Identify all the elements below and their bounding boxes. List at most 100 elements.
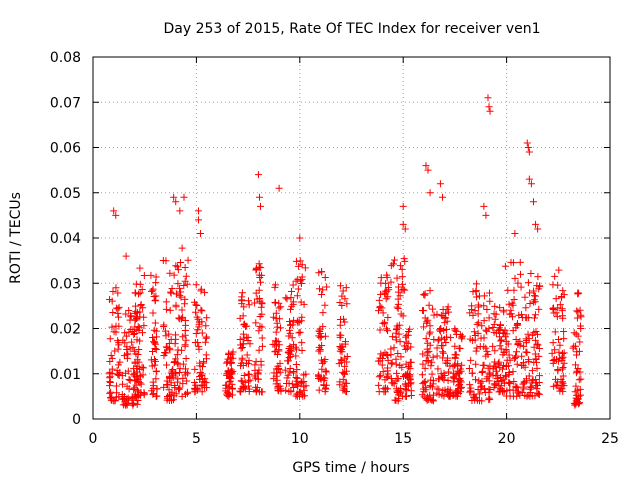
data-point <box>284 371 292 379</box>
data-point <box>181 317 189 325</box>
data-point <box>229 391 237 399</box>
data-point <box>501 262 509 270</box>
data-point <box>179 380 187 388</box>
data-point <box>425 330 433 338</box>
data-point <box>196 369 204 377</box>
data-point <box>558 307 566 315</box>
data-point <box>436 180 444 188</box>
data-point <box>418 391 426 399</box>
data-point <box>151 344 159 352</box>
data-point <box>533 282 541 290</box>
data-point <box>573 314 581 322</box>
data-point <box>428 370 436 378</box>
data-point <box>489 371 497 379</box>
data-point <box>165 391 173 399</box>
data-point <box>379 309 387 317</box>
data-point <box>336 331 344 339</box>
data-point <box>227 368 235 376</box>
data-point <box>132 280 140 288</box>
data-point <box>174 280 182 288</box>
data-point <box>511 274 519 282</box>
data-point <box>492 372 500 380</box>
data-point <box>532 355 540 363</box>
data-point <box>255 346 263 354</box>
data-point <box>201 289 209 297</box>
data-point <box>418 371 426 379</box>
data-point <box>112 304 120 312</box>
data-point <box>167 289 175 297</box>
data-point <box>203 355 211 363</box>
data-point <box>576 338 584 346</box>
data-point <box>393 322 401 330</box>
data-point <box>194 207 202 215</box>
data-point <box>316 327 324 335</box>
data-point <box>292 381 300 389</box>
data-point <box>275 341 283 349</box>
data-point <box>576 385 584 393</box>
data-point <box>560 349 568 357</box>
data-point <box>178 392 186 400</box>
data-point <box>193 384 201 392</box>
data-point <box>236 387 244 395</box>
data-point <box>520 342 528 350</box>
data-point <box>527 270 535 278</box>
data-point <box>136 264 144 272</box>
data-point <box>286 305 294 313</box>
data-point <box>399 220 407 228</box>
data-point <box>481 385 489 393</box>
data-point <box>275 299 283 307</box>
data-point <box>163 344 171 352</box>
data-point <box>238 354 246 362</box>
data-point <box>343 352 351 360</box>
data-point <box>521 363 529 371</box>
data-point <box>160 383 168 391</box>
data-point <box>573 396 581 404</box>
data-point <box>137 380 145 388</box>
data-point <box>527 384 535 392</box>
data-point <box>403 344 411 352</box>
data-point <box>444 368 452 376</box>
data-point <box>575 376 583 384</box>
data-point <box>384 327 392 335</box>
y-tick-label: 0.05 <box>50 186 81 202</box>
data-point <box>321 301 329 309</box>
data-point <box>107 388 115 396</box>
data-point <box>506 386 514 394</box>
data-point <box>317 356 325 364</box>
data-point <box>152 279 160 287</box>
data-point <box>439 374 447 382</box>
data-point <box>450 373 458 381</box>
data-point <box>398 273 406 281</box>
data-point <box>131 376 139 384</box>
data-point <box>468 369 476 377</box>
data-point <box>136 373 144 381</box>
data-point <box>497 337 505 345</box>
data-point <box>429 305 437 313</box>
data-point <box>572 361 580 369</box>
data-point <box>151 319 159 327</box>
data-point <box>423 319 431 327</box>
data-point <box>342 284 350 292</box>
data-point <box>292 352 300 360</box>
data-point <box>393 274 401 282</box>
data-point <box>491 347 499 355</box>
data-point <box>246 340 254 348</box>
data-point <box>429 396 437 404</box>
data-point <box>433 344 441 352</box>
data-point <box>522 339 530 347</box>
data-point <box>472 376 480 384</box>
data-point <box>237 388 245 396</box>
data-point <box>238 289 246 297</box>
data-point <box>297 279 305 287</box>
data-point <box>148 387 156 395</box>
data-point <box>181 264 189 272</box>
data-point <box>316 285 324 293</box>
data-point <box>535 390 543 398</box>
data-point <box>572 382 580 390</box>
data-point <box>254 171 262 179</box>
data-point <box>191 338 199 346</box>
data-point <box>316 333 324 341</box>
data-point <box>573 391 581 399</box>
data-point <box>194 326 202 334</box>
data-point <box>294 285 302 293</box>
